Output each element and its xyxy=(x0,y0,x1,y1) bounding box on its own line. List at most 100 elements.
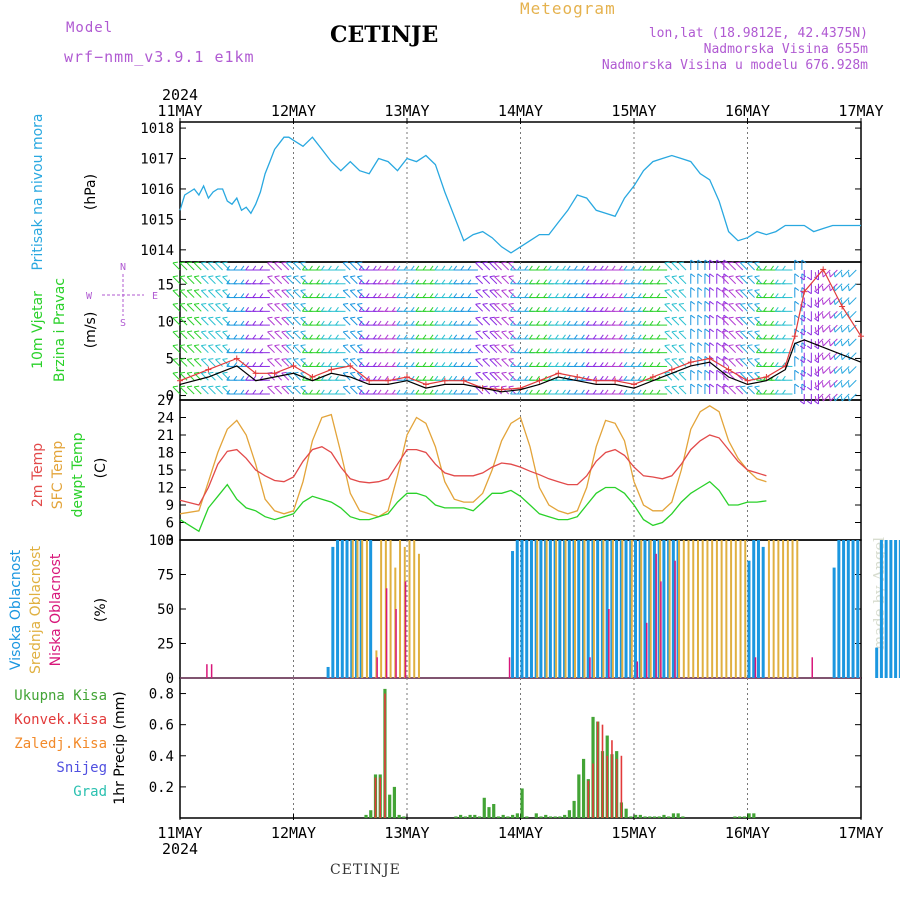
wind-barb xyxy=(489,331,498,340)
precip-bar-0 xyxy=(511,814,515,818)
wind-barb-flag xyxy=(763,362,767,367)
wind-barb xyxy=(482,303,491,312)
wind-barb-flag xyxy=(697,259,703,264)
wind-barb-flag xyxy=(215,358,221,360)
x-tick-label-top: 16MAY xyxy=(725,102,770,120)
wind-barb-flag xyxy=(847,382,850,388)
wind-barb-flag xyxy=(245,279,250,285)
wind-barb xyxy=(735,386,744,395)
wind-barb-flag xyxy=(372,306,377,312)
wind-barb xyxy=(671,331,680,340)
wind-barb-flag xyxy=(365,334,370,340)
wind-barb xyxy=(671,372,680,381)
cloud-bar-1 xyxy=(380,540,383,678)
cloud-bar-1 xyxy=(417,553,420,678)
y-tick-label: 1016 xyxy=(140,182,174,198)
wind-barb-flag xyxy=(357,316,363,319)
wind-barb-flag xyxy=(756,306,760,312)
wind-barb xyxy=(678,262,687,271)
wind-barb-flag xyxy=(281,261,287,264)
wind-barb-flag xyxy=(721,302,727,305)
wind-barb xyxy=(342,276,351,285)
wind-barb-flag xyxy=(709,383,715,388)
wind-barb-flag xyxy=(396,362,401,367)
wind-barb xyxy=(475,290,484,298)
wind-barb-flag xyxy=(642,265,647,271)
wind-barb xyxy=(222,303,231,312)
cloud-bar-1 xyxy=(701,540,704,678)
wind-barb xyxy=(300,276,309,285)
wind-barb-flag xyxy=(302,334,306,340)
wind-barb-flag xyxy=(529,293,533,298)
wind-barb-flag xyxy=(697,287,703,291)
wind-barb-flag xyxy=(763,279,767,285)
precip-bar-0 xyxy=(629,816,633,818)
wind-barb-flag xyxy=(384,265,389,271)
wind-barb-flag xyxy=(482,261,488,264)
wind-barb-flag xyxy=(403,320,408,326)
wind-barb-flag xyxy=(592,334,597,340)
y-tick-label: 5 xyxy=(166,351,174,367)
precip-bar-0 xyxy=(388,794,392,818)
wind-barb-flag xyxy=(664,330,670,333)
wind-barb xyxy=(193,331,202,340)
wind-barb xyxy=(286,262,294,271)
wind-barb-flag xyxy=(754,289,760,291)
wind-barb-flag xyxy=(840,313,843,319)
wind-barb-flag xyxy=(501,385,507,388)
cloud-bar-0 xyxy=(643,540,647,678)
wind-barb-flag xyxy=(391,348,396,353)
wind-barb-flag xyxy=(847,368,850,374)
precip-bar-1 xyxy=(606,755,609,818)
wind-barb xyxy=(475,262,484,271)
wind-barb-flag xyxy=(434,348,439,353)
wind-barb-flag xyxy=(316,265,320,271)
wind-barb-flag xyxy=(510,362,514,367)
wind-barb xyxy=(222,386,231,395)
wind-barb-flag xyxy=(460,320,465,326)
cloud-bar-0 xyxy=(832,567,836,678)
wind-barb-flag xyxy=(441,375,446,381)
wind-barb xyxy=(494,303,502,312)
precip-bar-0 xyxy=(624,808,628,818)
wind-barb-flag xyxy=(637,265,642,271)
wind-barb-flag xyxy=(611,293,616,298)
wind-barb-flag xyxy=(599,293,604,298)
wind-barb xyxy=(721,331,729,340)
wind-barb-flag xyxy=(581,306,585,312)
wind-barb-flag xyxy=(642,375,647,381)
wind-barb-flag xyxy=(494,261,500,264)
wind-barb xyxy=(678,276,687,285)
wind-barb-flag xyxy=(664,344,670,347)
cloud-bar-0 xyxy=(634,540,637,678)
wind-barb xyxy=(501,359,510,367)
wind-barb-flag xyxy=(328,293,332,298)
wind-barb xyxy=(274,386,283,395)
wind-barb-flag xyxy=(754,344,760,347)
wind-barb-flag xyxy=(240,389,245,395)
wind-barb xyxy=(286,276,294,285)
wind-barb-flag xyxy=(592,348,597,353)
wind-barb-flag xyxy=(187,371,193,374)
wind-barb-flag xyxy=(716,259,722,264)
wind-barb-flag xyxy=(592,389,597,395)
wind-barb-flag xyxy=(365,348,370,353)
wind-barb-flag xyxy=(840,285,843,291)
wind-barb xyxy=(357,276,365,285)
wind-barb-flag xyxy=(309,362,313,367)
wind-barb xyxy=(349,359,358,367)
wind-barb-flag xyxy=(581,348,585,353)
wind-barb xyxy=(281,317,290,326)
wind-barb-flag xyxy=(517,334,521,340)
wind-barb-flag xyxy=(592,293,597,298)
wind-barb-flag xyxy=(208,330,214,333)
wind-barb-flag xyxy=(690,383,696,388)
wind-barb-flag xyxy=(365,362,370,367)
wind-barb-flag xyxy=(226,293,231,298)
wind-barb-flag xyxy=(403,334,408,340)
wind-barb-flag xyxy=(429,362,434,367)
wind-barb-flag xyxy=(320,348,325,353)
wind-barb-flag xyxy=(829,368,831,374)
wind-barb-flag xyxy=(740,275,746,278)
